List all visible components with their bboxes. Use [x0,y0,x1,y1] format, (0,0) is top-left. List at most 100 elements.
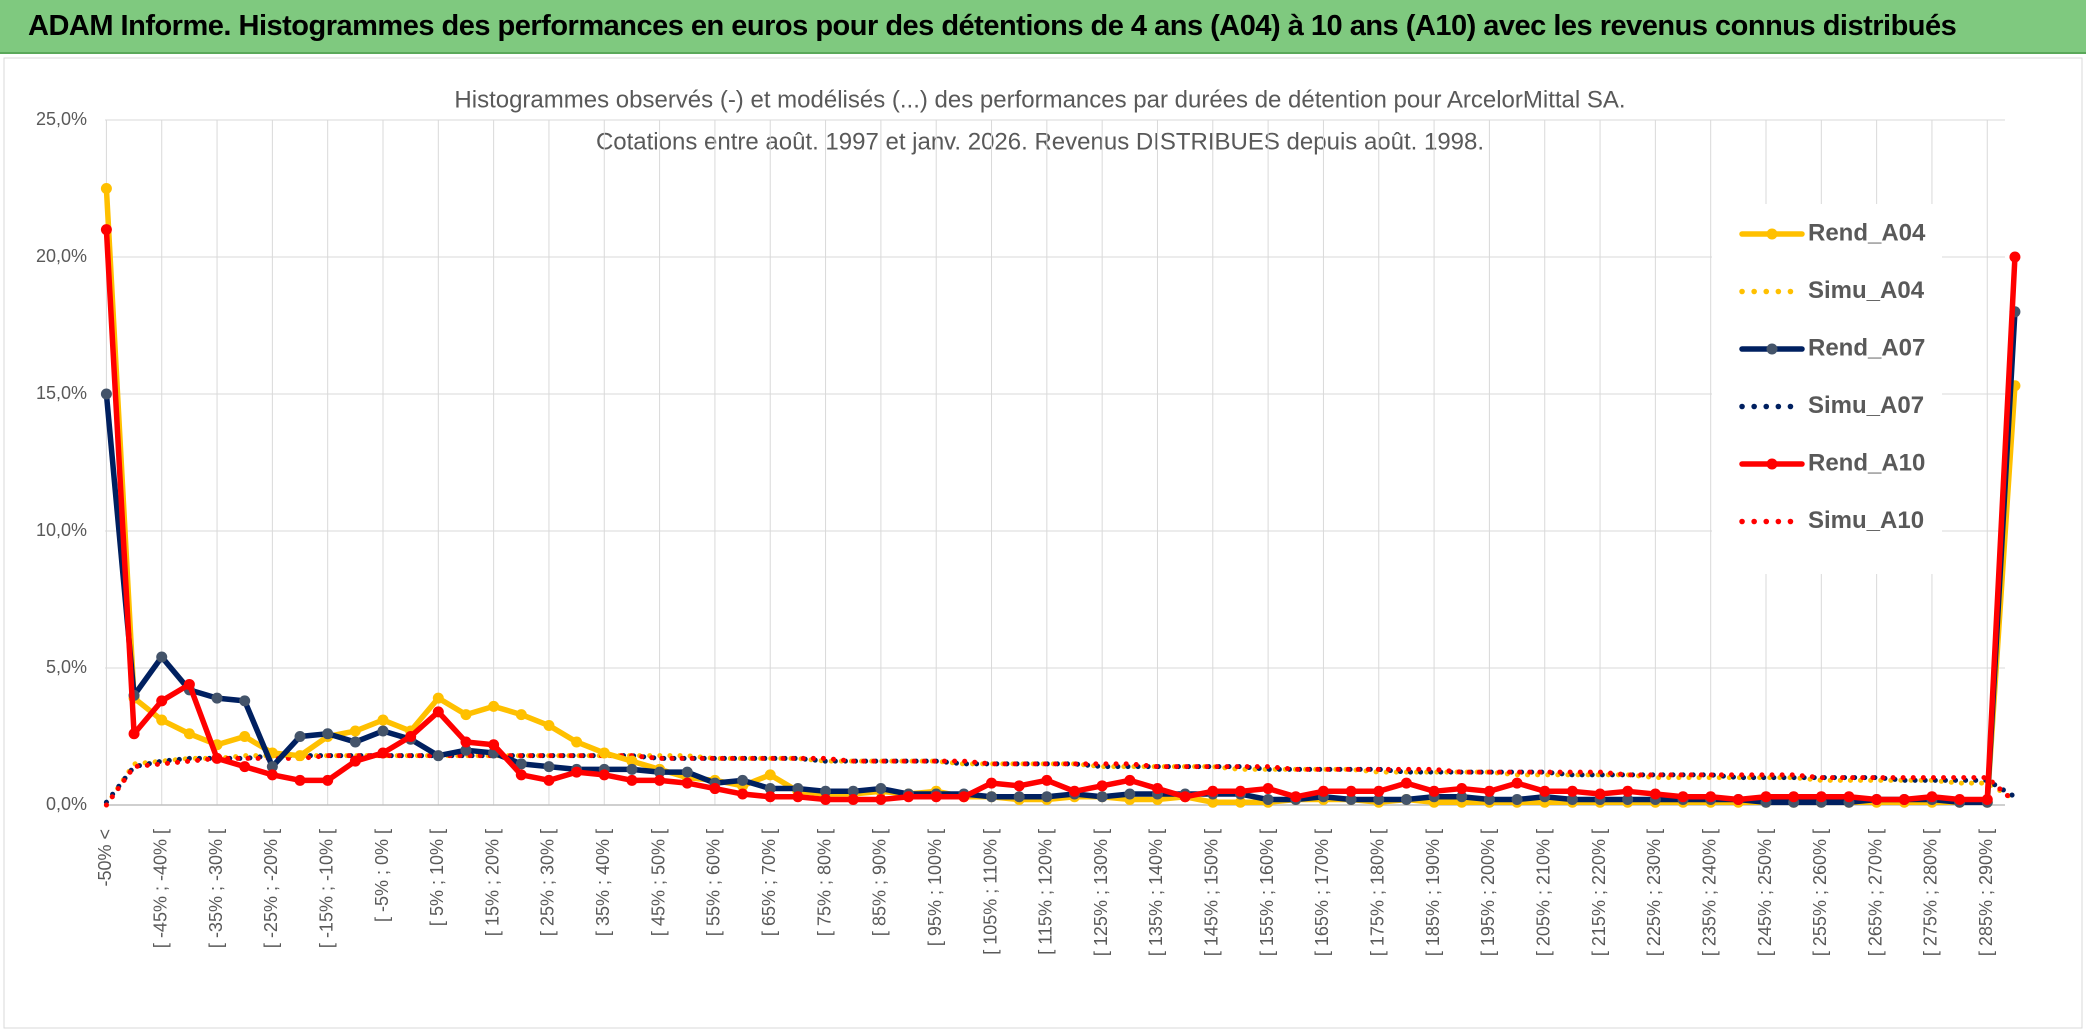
point [1843,791,1855,803]
point [1649,788,1661,800]
point [377,714,389,726]
legend-label: Simu_A07 [1808,392,1924,419]
point [1981,794,1993,806]
x-tick-label: [ -35% ; -30% [ [206,829,226,948]
y-tick-label: 15,0% [36,383,87,403]
x-tick-label: [ -5% ; 0% [ [372,829,392,922]
point [792,783,804,795]
point [875,794,887,806]
point [460,736,472,748]
point [156,714,168,726]
point [1954,794,1966,806]
x-tick-label: [ 265% ; 270% [ [1865,829,1885,956]
legend-box [1712,204,1942,574]
legend-marker [1766,228,1778,240]
simulated-line [103,753,2018,808]
x-tick-label: [ 235% ; 240% [ [1699,829,1719,956]
point [1400,794,1412,806]
header-title: ADAM Informe. Histogrammes des performan… [28,10,1957,42]
point [1345,794,1357,806]
point [1788,791,1800,803]
point [183,728,195,740]
point [349,736,361,748]
x-tick-label: [ 45% ; 50% [ [648,829,668,936]
point [1815,791,1827,803]
point [2009,251,2021,263]
chart-subtitle: Cotations entre août. 1997 et janv. 2026… [596,128,1484,155]
point [1317,785,1329,797]
point [875,783,887,795]
point [764,783,776,795]
point [349,725,361,737]
x-tick-label: [ 135% ; 140% [ [1146,829,1166,956]
point [1622,794,1634,806]
point [322,774,334,786]
point [958,791,970,803]
y-tick-label: 5,0% [46,657,87,677]
point [543,720,555,732]
point [1566,785,1578,797]
point [1041,774,1053,786]
x-tick-label: [ 55% ; 60% [ [704,829,724,936]
legend-label: Rend_A07 [1808,334,1925,361]
point [1262,794,1274,806]
point [847,794,859,806]
point [460,744,472,756]
point [460,709,472,721]
point [1566,794,1578,806]
point [1096,791,1108,803]
point [239,761,251,773]
x-tick-label: [ 85% ; 90% [ [870,829,890,936]
x-tick-label: [ 205% ; 210% [ [1533,829,1553,956]
x-tick-label: [ 125% ; 130% [ [1091,829,1111,956]
legend-label: Simu_A04 [1808,277,1925,304]
point [515,758,527,770]
point [598,769,610,781]
point [156,651,168,663]
point [1705,791,1717,803]
point [488,739,500,751]
legend-marker [1766,343,1778,355]
point [1124,788,1136,800]
point [1456,783,1468,795]
point [1041,791,1053,803]
point [654,766,666,778]
point [1539,785,1551,797]
point [626,774,638,786]
point [349,755,361,767]
point [737,788,749,800]
x-tick-label: [ 285% ; 290% [ [1976,829,1996,956]
x-tick-label: [ 275% ; 280% [ [1921,829,1941,956]
x-tick-label: [ 105% ; 110% [ [980,829,1000,955]
legend-label: Simu_A10 [1808,507,1924,534]
point [903,791,915,803]
point [1760,791,1772,803]
x-tick-label: [ 75% ; 80% [ [814,829,834,936]
x-tick-label: -50% < [95,829,115,887]
point [100,388,112,400]
point [322,728,334,740]
header: ADAM Informe. Histogrammes des performan… [0,0,2086,54]
x-tick-label: [ 185% ; 190% [ [1423,829,1443,956]
point [515,769,527,781]
point [266,761,278,773]
point [986,777,998,789]
point [571,736,583,748]
x-tick-label: [ 255% ; 260% [ [1810,829,1830,956]
point [1483,785,1495,797]
legend-label: Rend_A10 [1808,449,1925,476]
point [820,785,832,797]
point [1373,785,1385,797]
x-tick-label: [ 25% ; 30% [ [538,829,558,936]
point [764,769,776,781]
observed-line [103,226,2018,803]
point [211,752,223,764]
x-tick-label: [ 215% ; 220% [ [1589,829,1609,956]
point [1622,785,1634,797]
x-tick-label: [ 15% ; 20% [ [482,829,502,936]
point [1871,794,1883,806]
point [211,692,223,704]
point [1483,794,1495,806]
point [1069,785,1080,797]
point [1234,796,1246,808]
